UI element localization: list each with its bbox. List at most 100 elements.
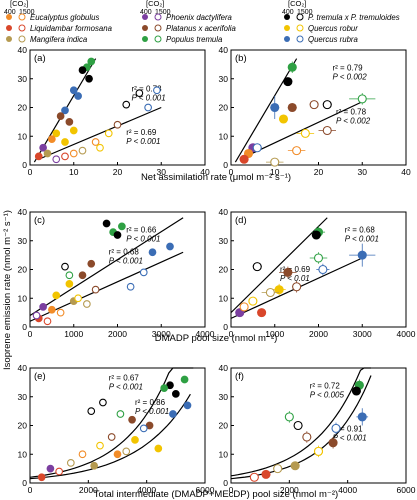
y-tick-label: 0 bbox=[22, 478, 27, 488]
data-point-open bbox=[61, 152, 69, 161]
data-point-open bbox=[107, 433, 116, 441]
panel-letter: (f) bbox=[235, 371, 244, 382]
data-point-filled bbox=[39, 303, 47, 311]
data-point-filled bbox=[290, 461, 300, 471]
regression-curve bbox=[230, 367, 371, 477]
data-point-open bbox=[104, 129, 113, 138]
data-point-open bbox=[139, 268, 148, 277]
legend-marker-open bbox=[296, 24, 304, 32]
x-tick-label: 30 bbox=[157, 167, 167, 177]
fit-p-label: P < 0.001 bbox=[109, 383, 143, 392]
fit-r2-label: r² = 0.68 bbox=[109, 248, 140, 257]
legend-marker-filled bbox=[6, 14, 12, 20]
legend-co2-header: [CO₂] bbox=[10, 0, 28, 8]
data-point-open bbox=[322, 125, 332, 136]
legend-entry-label: P. tremula x P. tremuloides bbox=[308, 13, 400, 22]
data-point-filled bbox=[261, 469, 271, 479]
x-tick-label: 4000 bbox=[137, 485, 156, 495]
y-tick-label: 10 bbox=[219, 449, 229, 459]
y-tick-label: 30 bbox=[18, 236, 28, 246]
legend-marker-filled bbox=[6, 36, 12, 42]
data-point-filled bbox=[102, 219, 111, 228]
data-point-open bbox=[144, 103, 152, 112]
x-tick-label: 0 bbox=[229, 329, 234, 339]
data-point-filled bbox=[43, 149, 52, 158]
data-point-open bbox=[87, 407, 96, 415]
data-point-open bbox=[302, 432, 312, 442]
regression-line bbox=[38, 106, 162, 160]
data-point-filled bbox=[131, 436, 139, 444]
data-point-open bbox=[83, 300, 91, 308]
legend-marker-filled bbox=[142, 36, 148, 42]
regression-line bbox=[230, 217, 328, 314]
data-point-open bbox=[43, 317, 52, 326]
data-point-open bbox=[313, 253, 324, 263]
fit-p-label: P < 0.002 bbox=[336, 116, 371, 125]
data-point-filled bbox=[351, 386, 361, 396]
fit-p-label: P < 0.002 bbox=[333, 73, 368, 82]
x-tick-label: 0 bbox=[229, 485, 234, 495]
data-point-open bbox=[248, 296, 258, 306]
x-tick-label: 40 bbox=[200, 167, 210, 177]
legend: [CO₂]400 1500[CO₂]400 1500[CO₂]400 1500Euca… bbox=[4, 0, 400, 44]
legend-entry-label: Mangifera indica bbox=[30, 35, 88, 44]
data-point-open bbox=[56, 308, 65, 317]
data-point-open bbox=[126, 282, 135, 291]
legend-marker-filled bbox=[6, 25, 12, 31]
legend-marker-open bbox=[154, 24, 162, 32]
data-point-open bbox=[252, 143, 262, 153]
data-point-open bbox=[69, 149, 78, 158]
data-point-filled bbox=[180, 375, 189, 384]
data-point-open bbox=[284, 412, 294, 422]
y-tick-label: 30 bbox=[18, 392, 28, 402]
x-tick-label: 4000 bbox=[338, 485, 357, 495]
data-point-open bbox=[357, 94, 367, 104]
legend-marker-open bbox=[18, 24, 26, 32]
data-point-open bbox=[66, 459, 75, 467]
x-tick-label: 2000 bbox=[280, 485, 299, 495]
data-point-filled bbox=[283, 77, 293, 87]
y-tick-label: 0 bbox=[22, 322, 27, 332]
x-tick-label: 0 bbox=[229, 167, 234, 177]
data-point-filled bbox=[34, 152, 43, 161]
y-tick-label: 40 bbox=[18, 363, 28, 373]
data-point-open bbox=[122, 447, 131, 456]
data-point-open bbox=[331, 423, 341, 433]
x-tick-label: 2000 bbox=[108, 329, 127, 339]
y-tick-label: 20 bbox=[18, 421, 28, 431]
y-tick-label: 10 bbox=[18, 131, 28, 141]
fit-r2-label: r² = 0.78 bbox=[336, 107, 367, 116]
data-point-filled bbox=[169, 410, 177, 418]
data-point-filled bbox=[357, 250, 367, 260]
fit-r2-label: r² = 0.66 bbox=[126, 226, 157, 235]
data-point-filled bbox=[74, 92, 82, 100]
data-point-open bbox=[293, 420, 303, 431]
legend-entry-label: Eucalyptus globulus bbox=[30, 13, 99, 22]
panel-letter: (b) bbox=[235, 53, 247, 64]
legend-entry-label: Quercus rubra bbox=[308, 35, 358, 44]
data-point-open bbox=[292, 146, 302, 156]
x-tick-label: 10 bbox=[69, 167, 79, 177]
data-point-filled bbox=[52, 291, 61, 300]
data-point-filled bbox=[48, 305, 56, 314]
data-point-filled bbox=[148, 248, 157, 257]
data-point-open bbox=[273, 464, 283, 474]
data-point-filled bbox=[78, 271, 87, 280]
data-point-filled bbox=[65, 118, 74, 126]
x-axis-label-row2: DMADP pool size (nmol m⁻²) bbox=[155, 333, 278, 344]
fit-r2-label: r² = 0.91 bbox=[333, 424, 364, 433]
fit-r2-label: r² = 0.69 bbox=[280, 265, 311, 274]
data-point-open bbox=[78, 146, 87, 155]
data-point-filled bbox=[287, 102, 297, 113]
data-point-open bbox=[116, 410, 125, 418]
x-tick-label: 20 bbox=[314, 167, 324, 177]
legend-marker-open bbox=[154, 13, 162, 21]
x-tick-label: 4000 bbox=[397, 329, 416, 339]
data-point-filled bbox=[183, 401, 192, 410]
legend-co2-tick: 1500 bbox=[155, 9, 171, 16]
y-tick-label: 10 bbox=[219, 131, 229, 141]
data-point-filled bbox=[278, 114, 289, 124]
legend-marker-open bbox=[18, 35, 26, 43]
legend-marker-filled bbox=[142, 25, 148, 31]
